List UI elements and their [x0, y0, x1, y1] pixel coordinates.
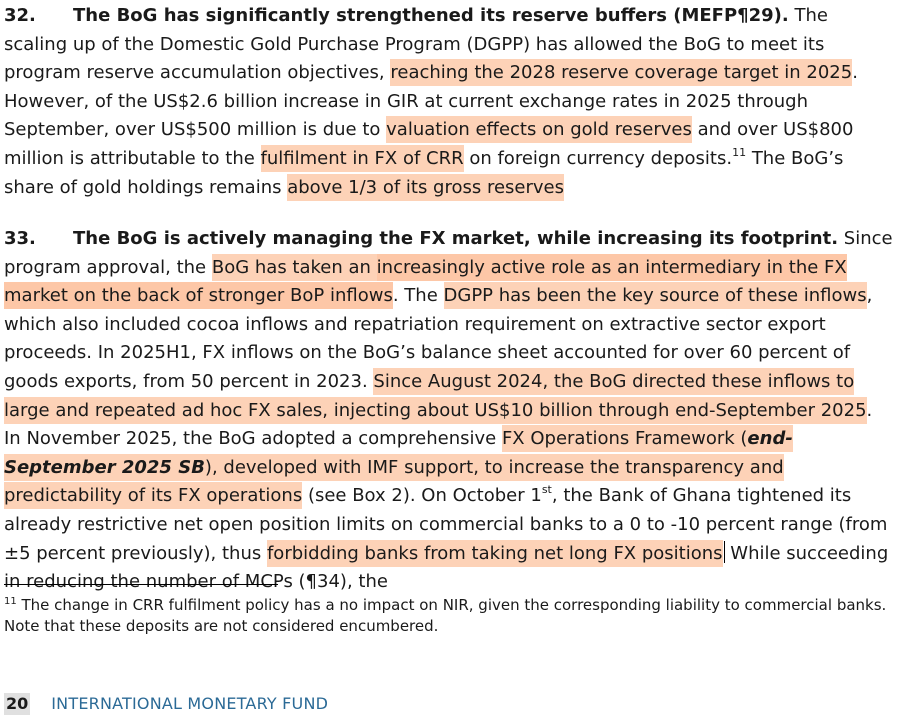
- footnote-number: 11: [4, 596, 17, 607]
- page-number: 20: [4, 693, 31, 715]
- footnote-reference[interactable]: 11: [732, 145, 747, 159]
- footnote-separator: [4, 584, 278, 585]
- paragraph-number: 32.: [4, 5, 36, 26]
- paragraph-text: . However, of the US$2.6 billion increas…: [4, 62, 858, 141]
- paragraph-33: 33. The BoG is actively managing the FX m…: [4, 225, 894, 597]
- highlight[interactable]: BoG has taken an: [211, 253, 377, 281]
- paragraph-text: The scaling up of the Domestic Gold Purc…: [4, 5, 828, 84]
- highlight[interactable]: forbidding banks from taking net long FX…: [266, 539, 723, 567]
- paragraph-text: and over US$800 million is attributable …: [4, 119, 854, 169]
- highlight[interactable]: valuation effects on gold reserves: [386, 116, 692, 144]
- paragraph-text: Since program approval, the: [4, 228, 893, 278]
- paragraph-lead: The BoG is actively managing the FX mark…: [73, 228, 839, 249]
- page-footer: 20 INTERNATIONAL MONETARY FUND: [4, 693, 328, 715]
- publisher-name: INTERNATIONAL MONETARY FUND: [51, 694, 329, 713]
- highlight[interactable]: reaching the 2028 reserve coverage targe…: [390, 59, 853, 87]
- paragraph-number: 33.: [4, 228, 36, 249]
- paragraph-lead: The BoG has significantly strengthened i…: [73, 5, 789, 26]
- paragraph-text: . The: [392, 285, 444, 307]
- paragraph-text: . In November 2025, the BoG adopted a co…: [4, 399, 873, 450]
- paragraph-text: on foreign currency deposits.: [463, 147, 733, 169]
- footnote-text: The change in CRR fulfilment policy has …: [4, 596, 887, 635]
- paragraph-text: While succeeding in reducing the number …: [4, 542, 889, 593]
- paragraph-32: 32. The BoG has significantly strengthene…: [4, 2, 894, 202]
- highlight[interactable]: FX Operations Framework (: [501, 425, 748, 453]
- paragraph-text: , the Bank of Ghana tightened its alread…: [4, 485, 888, 564]
- highlight[interactable]: fulfilment in FX of CRR: [260, 144, 464, 172]
- paragraph-text: , which also included cocoa inflows and …: [4, 285, 873, 392]
- text-cursor: [723, 540, 725, 563]
- highlight[interactable]: above 1/3 of its gross reserves: [287, 173, 565, 201]
- footnote: 11 The change in CRR fulfilment policy h…: [4, 595, 894, 637]
- paragraph-text: (see Box 2). On October 1: [302, 485, 542, 507]
- highlight[interactable]: DGPP has been the key source of these in…: [443, 282, 867, 310]
- ordinal-suffix: st: [541, 483, 552, 497]
- paragraph-text: The BoG’s share of gold holdings remains: [4, 147, 844, 198]
